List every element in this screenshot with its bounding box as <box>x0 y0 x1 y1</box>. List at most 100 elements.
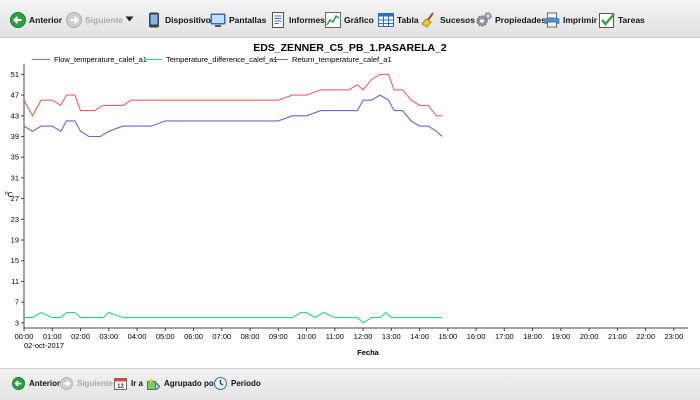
footer-next-label: Siguiente <box>77 378 114 388</box>
x-tick-label: 14:00 <box>410 332 429 341</box>
x-tick-label: 01:00 <box>43 332 62 341</box>
goto-label: Ir a <box>131 378 144 388</box>
footer-prev-button[interactable]: Anterior <box>12 375 60 391</box>
print-button[interactable]: Imprimir <box>544 11 597 29</box>
y-tick-label: 19 <box>11 236 19 245</box>
x-tick-label: 16:00 <box>467 332 486 341</box>
reports-button[interactable]: Informes <box>270 11 325 29</box>
x-tick-label: 19:00 <box>551 332 570 341</box>
clock-icon <box>214 376 227 390</box>
events-button[interactable]: Sucesos <box>421 11 475 29</box>
broom-icon <box>421 12 437 28</box>
x-tick-label: 04:00 <box>128 332 147 341</box>
footer-next-button[interactable]: Siguiente <box>60 375 113 391</box>
chart-icon <box>325 12 341 28</box>
screens-button[interactable]: Pantallas <box>210 11 266 29</box>
y-tick-label: 3 <box>15 318 19 327</box>
table-icon <box>378 12 394 28</box>
arrow-right-icon <box>60 376 73 390</box>
gears-icon <box>476 12 492 28</box>
next-button-label: Siguiente <box>85 15 124 25</box>
devices-button[interactable]: Dispositivos <box>146 11 216 29</box>
x-tick-label: 17:00 <box>495 332 514 341</box>
events-button-label: Sucesos <box>440 15 475 25</box>
legend-swatch <box>270 59 288 60</box>
x-tick-label: 21:00 <box>608 332 627 341</box>
x-axis-date-label: 02-oct-2017 <box>24 341 64 350</box>
x-tick-label: 05:00 <box>156 332 175 341</box>
y-tick-label: 27 <box>11 194 19 203</box>
period-button[interactable]: Periodo <box>214 375 261 391</box>
chevron-down-icon <box>125 15 134 25</box>
properties-button[interactable]: Propiedades <box>476 11 546 29</box>
group-by-label: Agrupado por <box>164 378 217 388</box>
x-tick-label: 20:00 <box>580 332 599 341</box>
table-button[interactable]: Tabla <box>378 11 419 29</box>
legend-label: Flow_temperature_calef_a1 <box>54 55 147 64</box>
properties-button-label: Propiedades <box>495 15 547 25</box>
legend-label: Return_temperature_calef_a1 <box>292 55 392 64</box>
x-tick-label: 02:00 <box>71 332 90 341</box>
tasks-button-label: Tareas <box>618 15 645 25</box>
legend-swatch <box>32 59 50 60</box>
legend-label: Temperature_difference_calef_a1 <box>166 55 278 64</box>
x-tick-label: 22:00 <box>636 332 655 341</box>
table-button-label: Tabla <box>397 15 419 25</box>
next-button[interactable]: Siguiente <box>66 11 123 29</box>
x-tick-label: 11:00 <box>326 332 344 341</box>
series-line-3 <box>23 94 443 138</box>
dropdown-button[interactable] <box>125 11 134 29</box>
y-tick-label: 51 <box>11 70 19 79</box>
prev-button[interactable]: Anterior <box>10 11 62 29</box>
x-tick-label: 00:00 <box>15 332 34 341</box>
arrow-left-icon <box>12 376 25 390</box>
y-tick-label: 11 <box>11 277 19 286</box>
x-axis-label: Fecha <box>357 348 380 357</box>
arrow-right-icon <box>66 12 82 28</box>
y-tick-label: 35 <box>11 153 19 162</box>
x-tick-label: 18:00 <box>523 332 542 341</box>
y-tick-label: 47 <box>11 91 19 100</box>
tasks-button[interactable]: Tareas <box>599 11 645 29</box>
y-tick-label: 31 <box>11 173 19 182</box>
x-tick-label: 13:00 <box>382 332 401 341</box>
checklist-icon <box>599 12 615 28</box>
x-tick-label: 10:00 <box>297 332 316 341</box>
printer-icon <box>544 12 560 28</box>
calendar-icon: 12 <box>114 377 127 390</box>
period-label: Periodo <box>231 378 261 388</box>
legend-swatch <box>144 59 162 60</box>
calendar-day: 12 <box>117 384 124 390</box>
goto-button[interactable]: 12 Ir a <box>114 375 143 391</box>
chart-button-label: Gráfico <box>344 15 374 25</box>
document-icon <box>270 12 286 28</box>
arrow-left-icon <box>10 12 26 28</box>
x-tick-label: 09:00 <box>269 332 288 341</box>
group-by-button[interactable]: Agrupado por <box>147 375 217 391</box>
print-button-label: Imprimir <box>563 15 598 25</box>
y-tick-label: 23 <box>11 215 19 224</box>
group-icon <box>147 377 161 390</box>
series-line-2 <box>24 311 443 324</box>
footer-prev-label: Anterior <box>29 378 61 388</box>
x-tick-label: 15:00 <box>438 332 457 341</box>
x-tick-label: 23:00 <box>664 332 683 341</box>
reports-button-label: Informes <box>289 15 325 25</box>
y-tick-label: 15 <box>11 256 19 265</box>
y-tick-label: 7 <box>15 298 19 307</box>
main-toolbar: Anterior Siguiente Dispositivos Pantalla… <box>0 0 700 38</box>
chart-button[interactable]: Gráfico <box>325 11 374 29</box>
x-tick-label: 08:00 <box>241 332 260 341</box>
legend-item: Temperature_difference_calef_a1 <box>144 55 278 64</box>
series-line-1 <box>23 73 443 117</box>
screen-icon <box>210 12 226 28</box>
legend-item: Flow_temperature_calef_a1 <box>32 55 147 64</box>
y-tick-label: 43 <box>11 111 19 120</box>
x-tick-label: 12:00 <box>354 332 373 341</box>
x-tick-label: 03:00 <box>99 332 118 341</box>
y-axis-label: ºC <box>5 190 14 199</box>
legend-item: Return_temperature_calef_a1 <box>270 55 392 64</box>
screens-button-label: Pantallas <box>229 15 267 25</box>
tablet-icon <box>146 12 162 28</box>
